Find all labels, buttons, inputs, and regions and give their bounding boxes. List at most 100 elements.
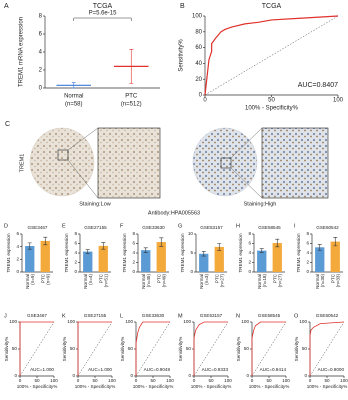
- y-tick-label: 100: [125, 319, 133, 324]
- x-tick-label: 100: [340, 378, 348, 383]
- y-tick-label: 2: [16, 257, 19, 262]
- row-label: TREM1: [19, 154, 25, 173]
- x-axis-label: 100% - Specificity%: [307, 384, 348, 389]
- y-tick-label: 6: [248, 241, 251, 246]
- sample-size: (n=18): [262, 274, 267, 288]
- bar: [330, 241, 340, 272]
- x-axis-label: 100% - Specificity%: [133, 384, 174, 389]
- bar: [214, 246, 224, 272]
- y-tick-label: 2: [306, 260, 309, 265]
- x-tick-label: Normal: [25, 274, 30, 289]
- panel-title: TCGA: [93, 3, 113, 10]
- sample-size: (n=33): [335, 274, 340, 288]
- x-axis-label: 100% - Specificity%: [17, 384, 58, 389]
- x-axis-label: 100% - Specificity%: [191, 384, 232, 389]
- panel-label: N: [236, 313, 240, 319]
- y-tick-label: 100: [9, 319, 17, 324]
- y-axis-label: TREM1 expression: [122, 233, 127, 273]
- y-tick-label: 8: [39, 14, 43, 20]
- y-tick-label: 0: [14, 373, 17, 378]
- x-tick-label: 100: [166, 378, 174, 383]
- x-tick-label: 100: [333, 98, 344, 104]
- x-tick-label: 50: [150, 378, 156, 383]
- y-axis-label: Sensitivity%: [236, 337, 241, 362]
- bar: [98, 245, 108, 272]
- panel-label: H: [236, 223, 240, 229]
- error-bar: [85, 249, 90, 254]
- x-tick-label: Normal: [141, 274, 146, 289]
- y-tick-label: 0: [188, 373, 191, 378]
- y-tick-label: 40: [195, 61, 202, 67]
- panel-label: I: [294, 223, 296, 229]
- y-tick-label: 6: [132, 241, 135, 246]
- panel-title: GSE60542: [316, 225, 339, 230]
- x-tick-label: 0: [193, 378, 196, 383]
- panel-label: L: [120, 313, 123, 319]
- error-bar: [217, 243, 222, 251]
- x-tick-label: 50: [324, 378, 330, 383]
- sample-size: (n=9): [45, 274, 50, 285]
- y-tick-label: 20: [195, 77, 202, 83]
- bar: [156, 242, 166, 272]
- panel-title: GSE58545: [258, 225, 281, 230]
- x-tick-label: 0: [77, 378, 80, 383]
- error-bar: [71, 82, 76, 89]
- error-bar: [143, 247, 148, 253]
- y-tick-label: 0: [248, 269, 251, 274]
- roc-curve: [204, 15, 339, 96]
- error-bar: [333, 237, 338, 247]
- y-axis-label: Sensitivity%: [120, 337, 125, 362]
- panel-label: M: [178, 313, 183, 319]
- sample-size: (n=49): [161, 274, 166, 288]
- bar: [199, 253, 209, 272]
- panel-label: K: [62, 313, 66, 319]
- auc-annotation: AUC=1.000: [88, 367, 112, 372]
- y-tick-label: 2: [132, 260, 135, 265]
- x-tick-label: 50: [208, 378, 214, 383]
- panel-title: TCGA: [262, 3, 282, 10]
- y-tick-label: 100: [192, 14, 203, 20]
- y-axis-label: Sensitivity%: [4, 337, 9, 362]
- panel-c-images: [29, 127, 329, 199]
- y-tick-label: 6: [16, 231, 19, 236]
- x-tick-label: Normal: [257, 274, 262, 289]
- sample-size: (n=58): [65, 102, 83, 108]
- panel-title: GSE27155: [84, 225, 107, 230]
- roc-curve: [135, 321, 170, 376]
- y-tick-label: 0: [16, 269, 19, 274]
- y-tick-label: 0: [199, 93, 203, 99]
- x-tick-label: Normal: [83, 274, 88, 289]
- panel-title: GSE27155: [84, 313, 107, 318]
- panel-title: GSE3467: [28, 225, 48, 230]
- sample-size: (n=27): [219, 274, 224, 288]
- y-axis-label: TREM1 mRNA expression: [19, 17, 25, 87]
- y-tick-label: 0: [130, 373, 133, 378]
- x-tick-label: PTC: [214, 273, 219, 283]
- x-tick-label: 100: [224, 378, 232, 383]
- caption: Staining:High: [244, 201, 277, 207]
- auc-annotation: AUC=0.9414: [260, 367, 287, 372]
- x-axis-label: 100% - Specificity%: [245, 106, 299, 112]
- auc-annotation: AUC=0.9048: [144, 367, 171, 372]
- error-bar: [43, 236, 48, 246]
- y-tick-label: 4: [16, 244, 19, 249]
- y-tick-label: 100: [241, 319, 249, 324]
- sample-size: (n=27): [277, 274, 282, 288]
- error-bar: [129, 49, 134, 84]
- roc-curve: [19, 321, 54, 376]
- panel-label: D: [4, 223, 8, 229]
- x-tick-label: 0: [309, 378, 312, 383]
- x-tick-label: 50: [34, 378, 40, 383]
- x-axis-label: 100% - Specificity%: [75, 384, 116, 389]
- x-tick-label: Normal: [315, 274, 320, 289]
- roc-curve: [193, 321, 228, 376]
- y-tick-label: 50: [12, 346, 18, 351]
- y-tick-label: 6: [39, 32, 43, 38]
- auc-annotation: AUC=0.8407: [298, 82, 338, 89]
- panel-label: F: [120, 223, 124, 229]
- x-tick-label: 50: [266, 378, 272, 383]
- x-tick-label: PTC: [98, 273, 103, 283]
- y-axis-label: TREM1 expression: [238, 233, 243, 273]
- y-tick-label: 100: [67, 319, 75, 324]
